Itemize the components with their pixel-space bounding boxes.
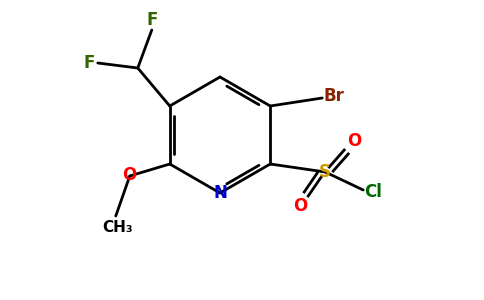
Text: N: N bbox=[213, 184, 227, 202]
Text: F: F bbox=[146, 11, 157, 29]
Text: Br: Br bbox=[324, 87, 345, 105]
Text: Cl: Cl bbox=[364, 183, 382, 201]
Text: O: O bbox=[293, 197, 307, 215]
Text: CH₃: CH₃ bbox=[103, 220, 133, 235]
Text: F: F bbox=[83, 54, 94, 72]
Text: O: O bbox=[121, 166, 136, 184]
Text: S: S bbox=[319, 163, 331, 181]
Text: O: O bbox=[347, 132, 362, 150]
